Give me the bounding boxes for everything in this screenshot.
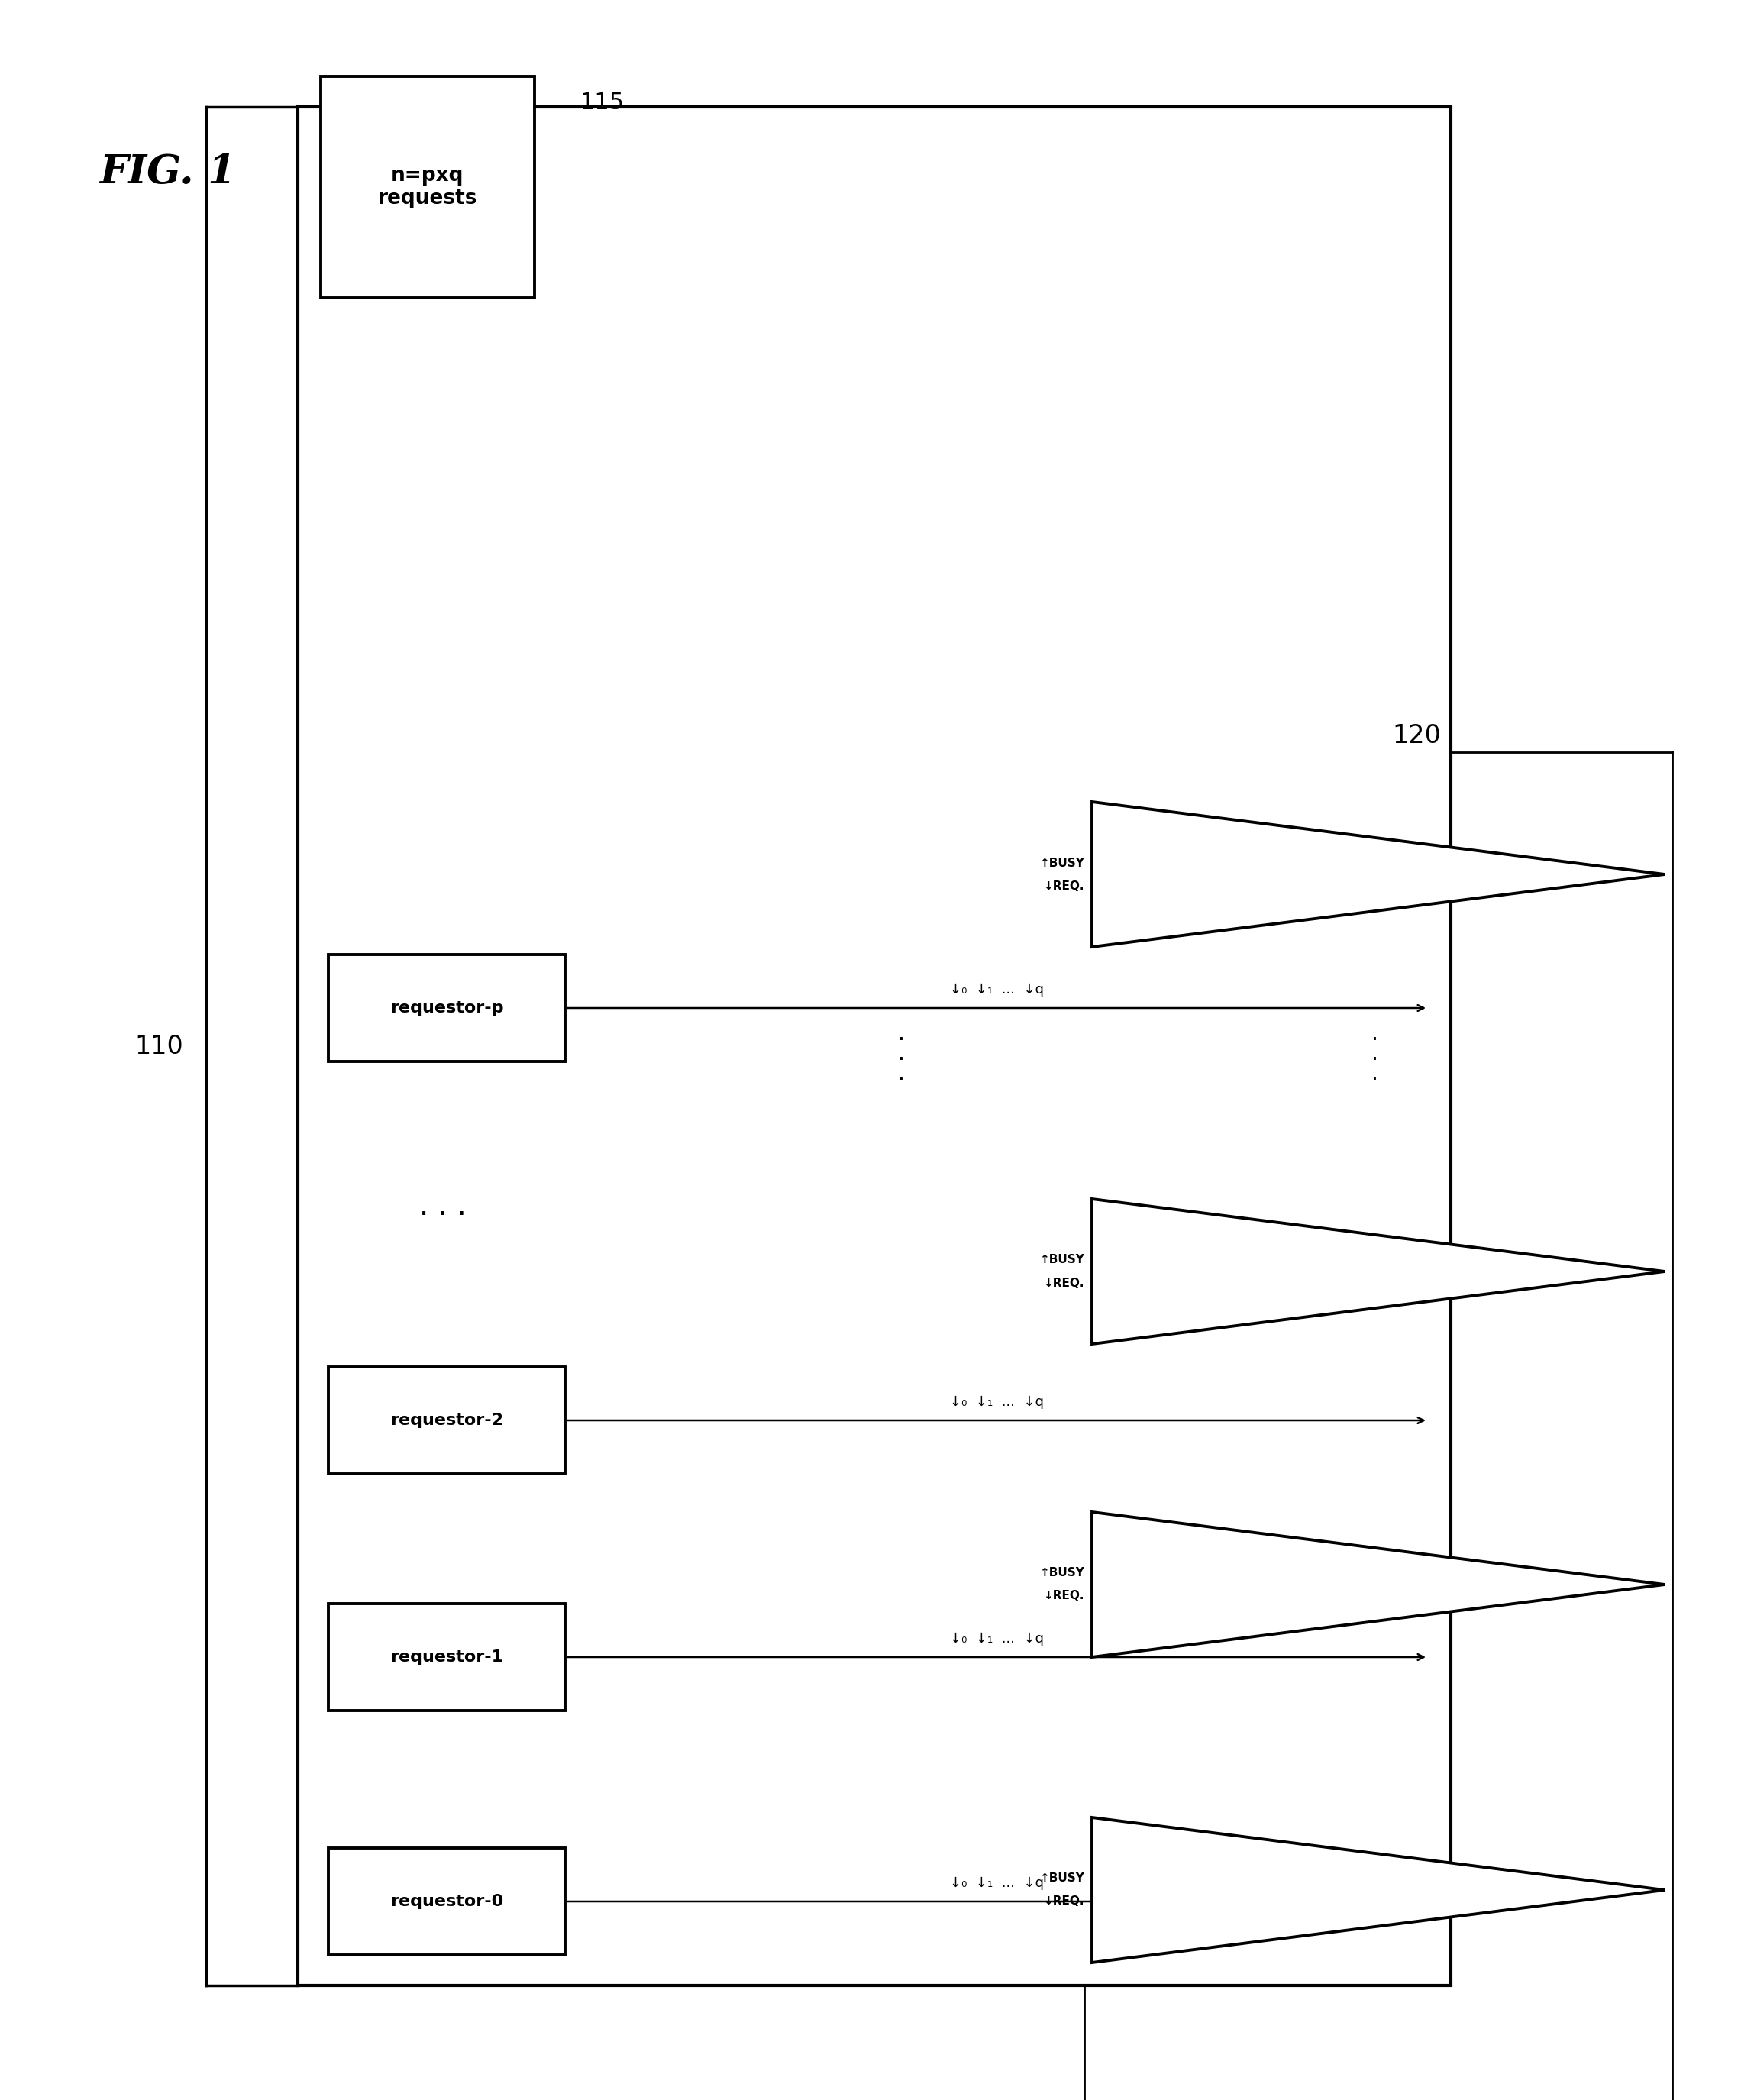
Polygon shape — [1092, 1199, 1664, 1344]
Text: ↑BUSY: ↑BUSY — [1039, 1254, 1085, 1266]
Text: ↓REQ.: ↓REQ. — [1043, 1590, 1085, 1602]
Text: .
.
.: . . . — [898, 1023, 904, 1084]
Text: 110: 110 — [134, 1033, 183, 1058]
Polygon shape — [1092, 1816, 1664, 1964]
Bar — [320, 76, 534, 298]
Text: ↓₀  ↓₁  ...  ↓q: ↓₀ ↓₁ ... ↓q — [949, 983, 1043, 997]
Text: 115: 115 — [580, 92, 625, 113]
Text: requestor-p: requestor-p — [390, 1000, 503, 1016]
Text: resource
2: resource 2 — [1342, 1256, 1415, 1287]
Polygon shape — [1092, 1512, 1664, 1657]
Text: requestor-1: requestor-1 — [390, 1648, 503, 1665]
Text: FIG. 1: FIG. 1 — [99, 153, 235, 191]
Text: ↑BUSY: ↑BUSY — [1039, 1873, 1085, 1884]
Text: 120: 120 — [1393, 722, 1442, 748]
Bar — [329, 956, 566, 1060]
Bar — [329, 1367, 566, 1474]
Bar — [298, 107, 1450, 1984]
Text: .
.
.: . . . — [1372, 1023, 1377, 1084]
Text: ↓REQ.: ↓REQ. — [1043, 1896, 1085, 1907]
Text: ↓REQ.: ↓REQ. — [1043, 880, 1085, 892]
Text: resource
m: resource m — [1342, 859, 1415, 890]
Text: ↓REQ.: ↓REQ. — [1043, 1277, 1085, 1289]
Text: . . .: . . . — [420, 1193, 467, 1220]
Text: requestor-2: requestor-2 — [390, 1413, 503, 1428]
Polygon shape — [1092, 802, 1664, 947]
Text: n=pxq
requests: n=pxq requests — [378, 166, 477, 208]
Text: requestor-0: requestor-0 — [390, 1894, 503, 1909]
Text: ↓₀  ↓₁  ...  ↓q: ↓₀ ↓₁ ... ↓q — [949, 1394, 1043, 1409]
Bar — [329, 1604, 566, 1712]
Text: ↓₀  ↓₁  ...  ↓q: ↓₀ ↓₁ ... ↓q — [949, 1875, 1043, 1890]
Bar — [329, 1848, 566, 1955]
Text: resource
0: resource 0 — [1342, 1875, 1415, 1905]
Text: ↑BUSY: ↑BUSY — [1039, 857, 1085, 869]
Text: ↑BUSY: ↑BUSY — [1039, 1567, 1085, 1579]
Text: ↓₀  ↓₁  ...  ↓q: ↓₀ ↓₁ ... ↓q — [949, 1632, 1043, 1646]
Text: resource
1: resource 1 — [1342, 1569, 1415, 1600]
